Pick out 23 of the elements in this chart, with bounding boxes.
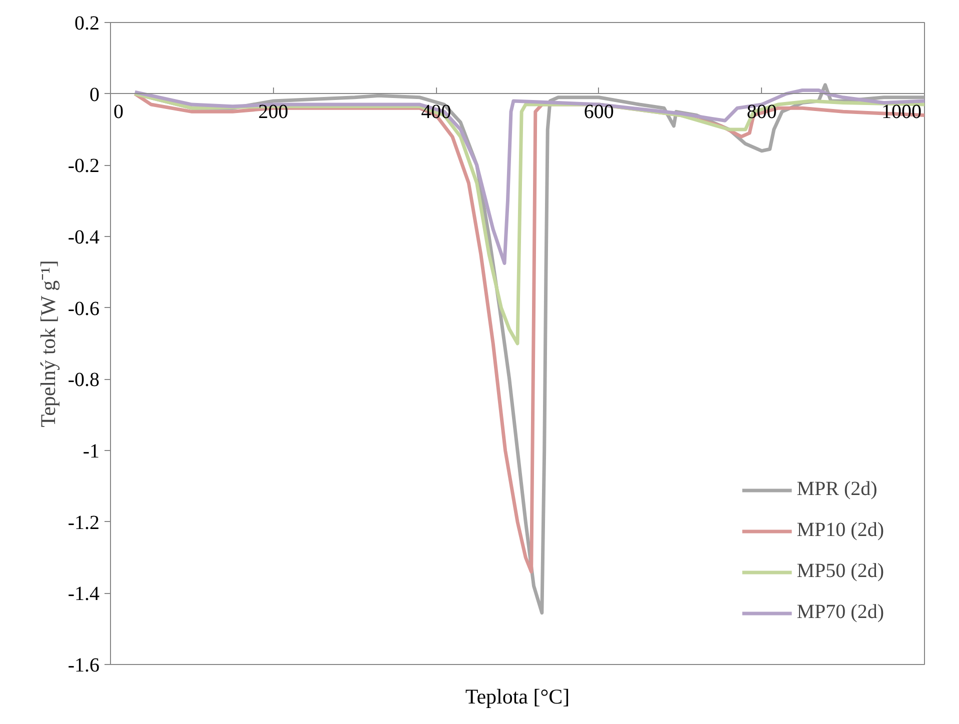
legend-label: MP10 (2d) — [796, 519, 884, 542]
x-tick-label: 600 — [584, 100, 614, 123]
x-tick-label: 0 — [114, 100, 124, 123]
x-tick-label: 1000 — [882, 100, 922, 123]
y-tick-label: -1 — [82, 440, 100, 462]
x-tick-label: 800 — [746, 100, 777, 123]
x-tick-label: 400 — [421, 100, 452, 123]
y-tick-label: -1.6 — [68, 654, 100, 676]
legend-label: MP50 (2d) — [796, 560, 884, 583]
y-axis-title: Tepelný tok [W g⁻¹] — [36, 260, 60, 428]
legend-label: MP70 (2d) — [796, 601, 884, 624]
y-tick-label: -0.2 — [68, 155, 100, 178]
y-tick-label: -0.4 — [68, 226, 100, 248]
line-series — [133, 88, 924, 265]
legend-label: MPR (2d) — [796, 478, 878, 501]
y-tick-label: 0 — [90, 84, 100, 106]
y-tick-label: -1.4 — [68, 583, 100, 606]
y-tick-label: 0.2 — [74, 12, 100, 34]
y-tick-label: -0.6 — [68, 298, 100, 320]
x-tick-label: 200 — [258, 100, 288, 123]
y-tick-label: -0.8 — [68, 369, 100, 392]
x-axis-title: Teplota [°C] — [465, 684, 570, 708]
y-tick-label: -1.2 — [68, 512, 100, 534]
